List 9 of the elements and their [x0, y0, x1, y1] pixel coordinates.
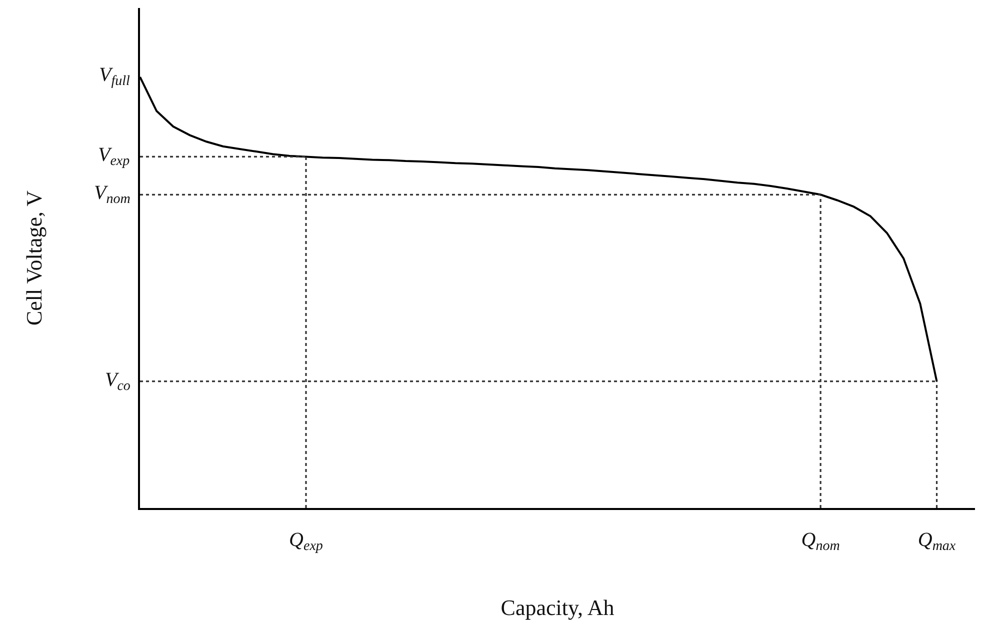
x-tick-label: Q$_{max}$ — [918, 529, 956, 554]
x-tick-label: Q$_{exp}$ — [289, 529, 323, 554]
x-tick-label: Q$_{nom}$ — [801, 529, 840, 554]
y-axis-title: Cell Voltage, V — [21, 190, 46, 326]
ref-line-label: V$_{nom}$ — [94, 182, 130, 208]
x-axis-title: Capacity, Ah — [500, 595, 614, 620]
ref-line-label: V$_{co}$ — [105, 369, 130, 394]
text: V$_{full}$ — [99, 64, 130, 90]
ref-line-label: V$_{exp}$ — [98, 144, 130, 170]
